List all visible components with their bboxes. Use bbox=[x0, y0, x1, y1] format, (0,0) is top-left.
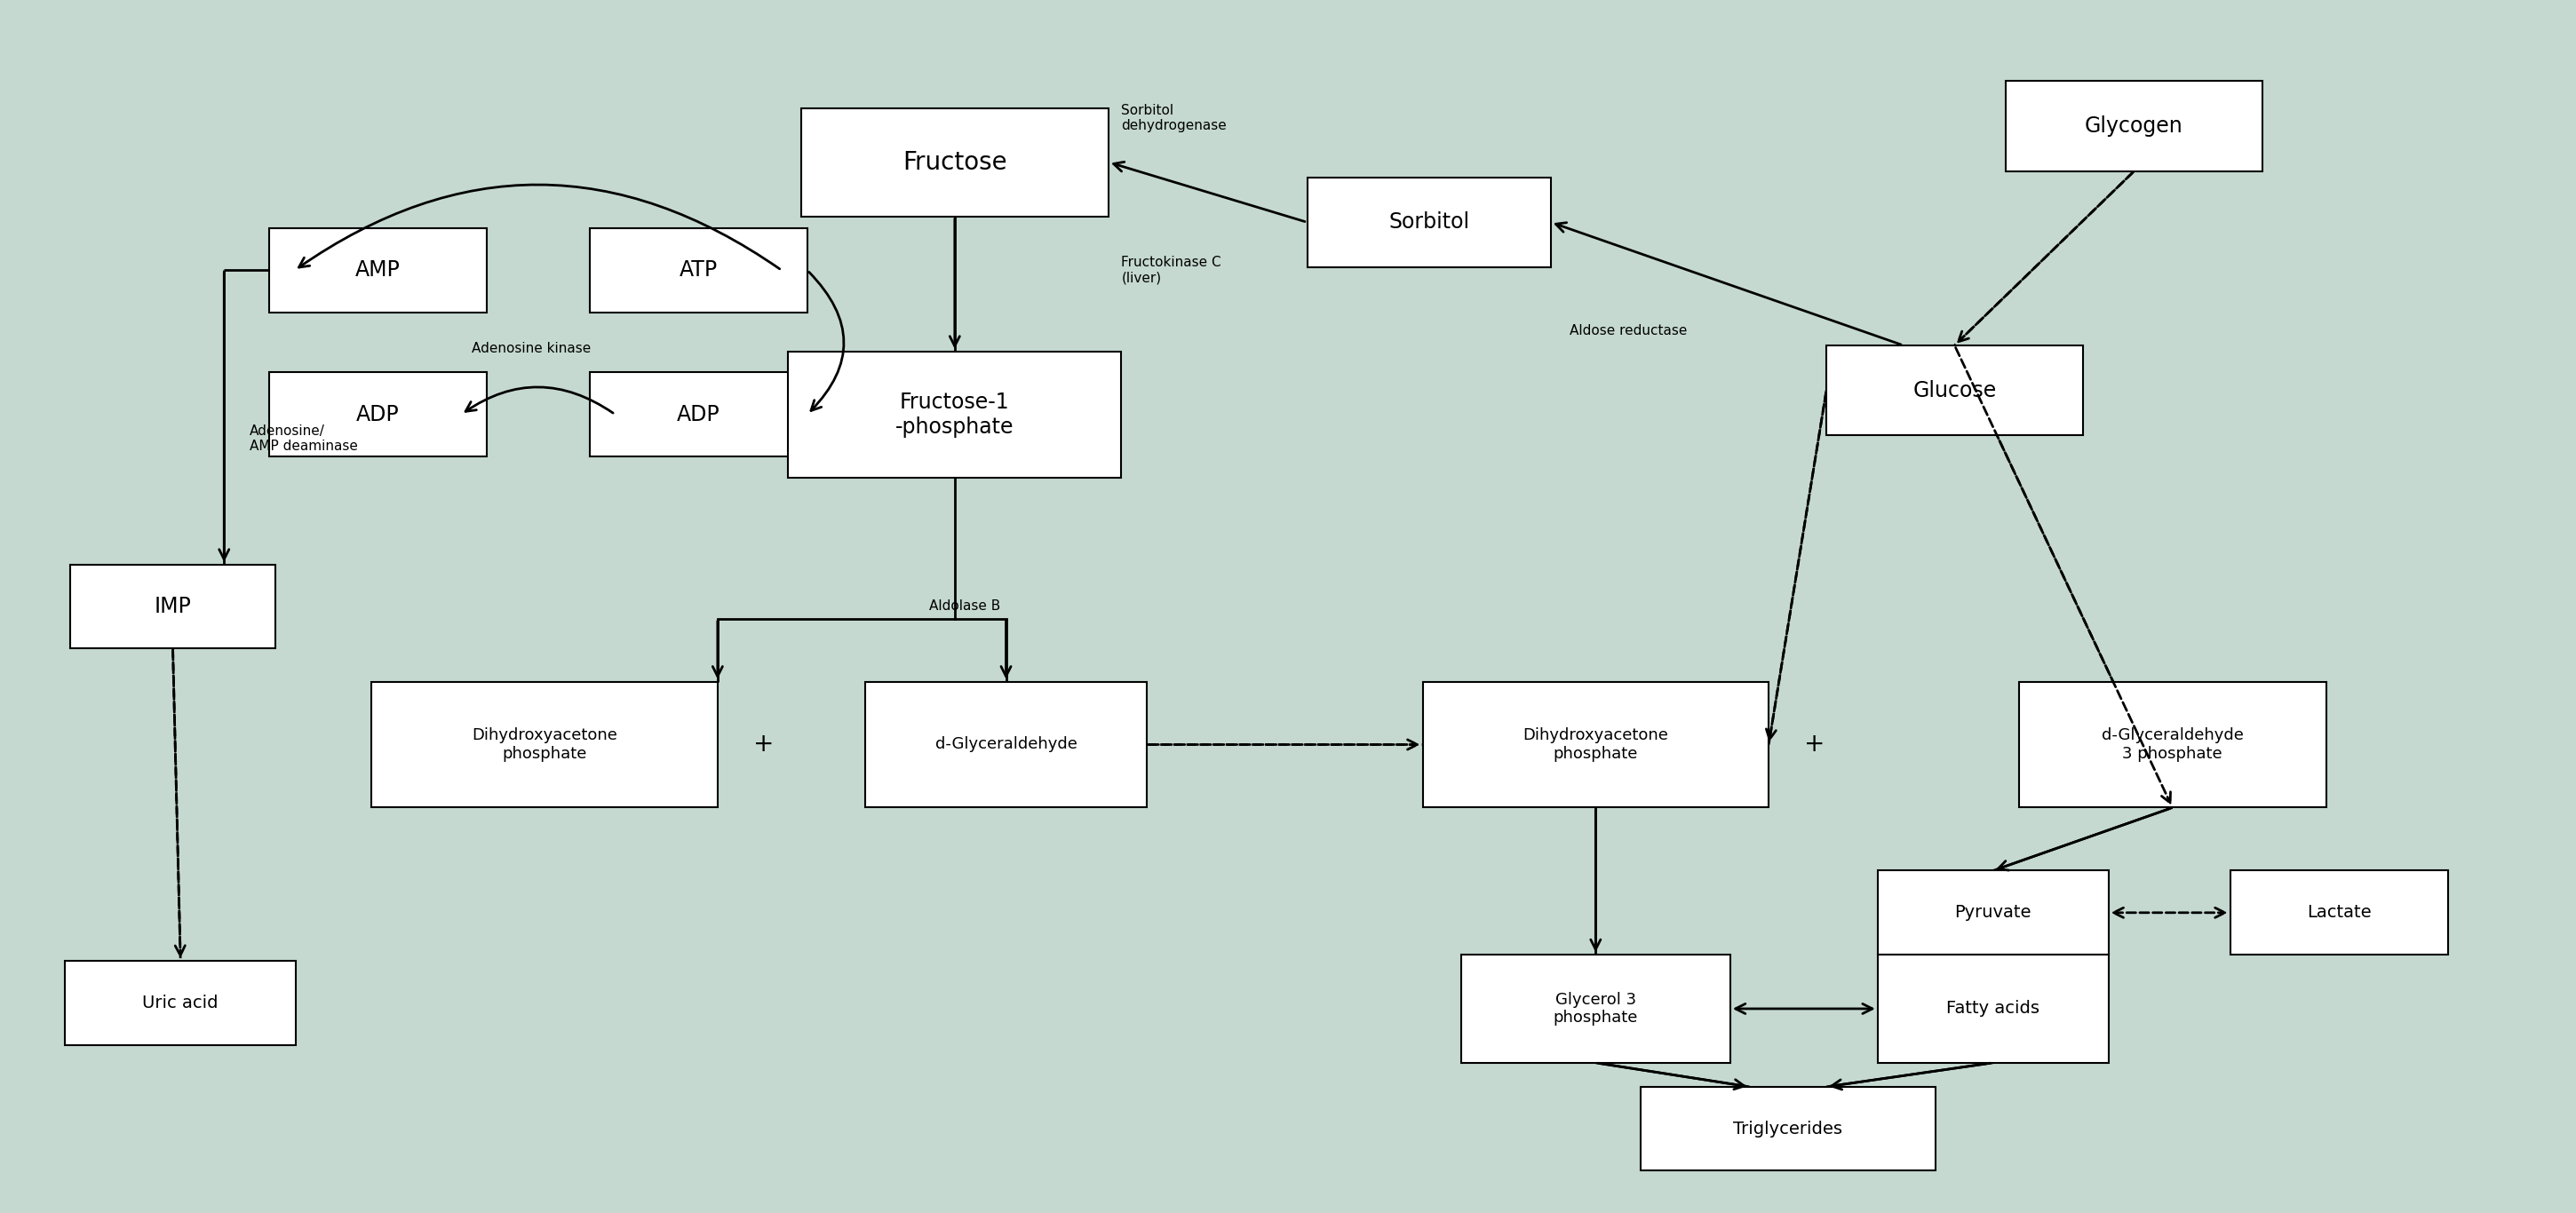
Text: +: + bbox=[752, 733, 775, 757]
FancyBboxPatch shape bbox=[1422, 682, 1770, 808]
Text: Triglycerides: Triglycerides bbox=[1734, 1121, 1842, 1138]
FancyBboxPatch shape bbox=[64, 961, 296, 1044]
FancyBboxPatch shape bbox=[268, 228, 487, 312]
FancyBboxPatch shape bbox=[590, 228, 806, 312]
Text: AMP: AMP bbox=[355, 260, 399, 281]
FancyBboxPatch shape bbox=[2020, 682, 2326, 808]
FancyBboxPatch shape bbox=[268, 372, 487, 456]
Text: Uric acid: Uric acid bbox=[142, 995, 219, 1012]
Text: Aldose reductase: Aldose reductase bbox=[1569, 324, 1687, 337]
Text: d-Glyceraldehyde
3 phosphate: d-Glyceraldehyde 3 phosphate bbox=[2102, 728, 2244, 762]
FancyBboxPatch shape bbox=[590, 372, 806, 456]
FancyBboxPatch shape bbox=[1641, 1087, 1935, 1171]
FancyBboxPatch shape bbox=[866, 682, 1146, 808]
Text: Glycogen: Glycogen bbox=[2084, 115, 2184, 137]
FancyBboxPatch shape bbox=[1826, 346, 2084, 435]
Text: Fructose: Fructose bbox=[902, 150, 1007, 175]
Text: IMP: IMP bbox=[155, 596, 191, 617]
Text: Aldolase B: Aldolase B bbox=[930, 600, 999, 613]
Text: +: + bbox=[1803, 733, 1826, 757]
FancyBboxPatch shape bbox=[2231, 871, 2447, 955]
Text: Dihydroxyacetone
phosphate: Dihydroxyacetone phosphate bbox=[1522, 728, 1669, 762]
FancyBboxPatch shape bbox=[1461, 955, 1731, 1063]
Text: Fatty acids: Fatty acids bbox=[1947, 1001, 2040, 1018]
FancyBboxPatch shape bbox=[2007, 81, 2262, 171]
Text: ADP: ADP bbox=[355, 404, 399, 425]
Text: Dihydroxyacetone
phosphate: Dihydroxyacetone phosphate bbox=[471, 728, 618, 762]
Text: d-Glyceraldehyde: d-Glyceraldehyde bbox=[935, 736, 1077, 752]
FancyBboxPatch shape bbox=[1306, 177, 1551, 267]
Text: Glucose: Glucose bbox=[1914, 380, 1996, 402]
Text: Adenosine kinase: Adenosine kinase bbox=[471, 342, 592, 355]
FancyBboxPatch shape bbox=[70, 564, 276, 649]
Text: Fructokinase C
(liver): Fructokinase C (liver) bbox=[1121, 256, 1221, 285]
Text: Glycerol 3
phosphate: Glycerol 3 phosphate bbox=[1553, 991, 1638, 1026]
FancyBboxPatch shape bbox=[1878, 871, 2107, 955]
Text: ATP: ATP bbox=[680, 260, 719, 281]
FancyBboxPatch shape bbox=[801, 108, 1108, 216]
Text: Adenosine/
AMP deaminase: Adenosine/ AMP deaminase bbox=[250, 425, 358, 452]
Text: Pyruvate: Pyruvate bbox=[1955, 904, 2032, 921]
FancyBboxPatch shape bbox=[371, 682, 719, 808]
FancyBboxPatch shape bbox=[1878, 955, 2107, 1063]
FancyBboxPatch shape bbox=[788, 352, 1121, 478]
Text: Sorbitol
dehydrogenase: Sorbitol dehydrogenase bbox=[1121, 103, 1226, 132]
Text: Fructose-1
-phosphate: Fructose-1 -phosphate bbox=[896, 392, 1015, 438]
Text: ADP: ADP bbox=[677, 404, 719, 425]
Text: Sorbitol: Sorbitol bbox=[1388, 211, 1468, 233]
Text: Lactate: Lactate bbox=[2308, 904, 2372, 921]
